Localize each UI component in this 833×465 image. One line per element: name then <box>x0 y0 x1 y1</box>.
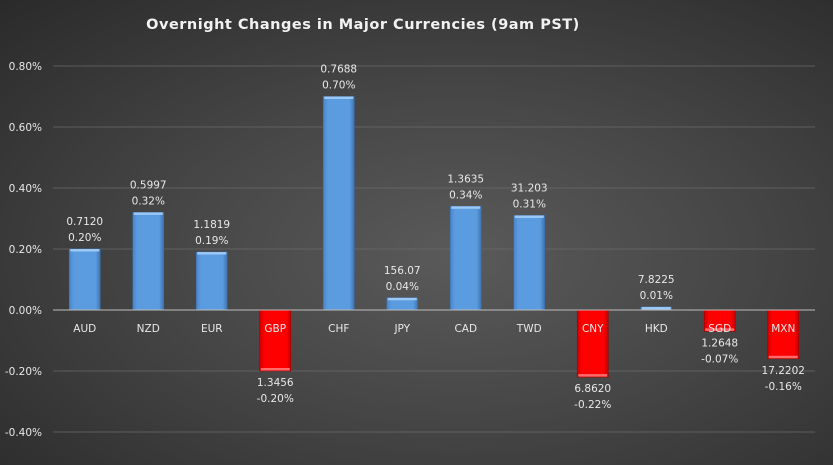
chart-title: Overnight Changes in Major Currencies (9… <box>146 17 580 33</box>
y-tick-label: 0.20% <box>9 244 42 256</box>
rate-label: 156.07 <box>384 265 421 277</box>
data-label: 0.32% <box>132 195 165 207</box>
rate-label: 1.3456 <box>257 377 294 389</box>
data-label: 0.34% <box>449 189 482 201</box>
bar-bevel <box>768 355 798 359</box>
bar-bevel <box>705 328 735 331</box>
bar-cny <box>576 309 609 378</box>
category-label: MXN <box>771 323 795 335</box>
y-tick-label: 0.00% <box>9 305 42 317</box>
category-label: CHF <box>328 323 349 335</box>
bar-cad <box>449 206 482 311</box>
rate-label: 7.8225 <box>638 274 675 286</box>
rate-label: 0.7120 <box>66 216 103 228</box>
category-label: EUR <box>201 323 223 335</box>
data-label: -0.20% <box>257 393 294 405</box>
bar-bevel <box>197 252 227 255</box>
bar-bevel <box>324 96 354 99</box>
rate-label: 1.3635 <box>447 173 484 185</box>
bar-aud <box>68 248 101 311</box>
y-tick-label: 0.60% <box>9 122 42 134</box>
data-label: 0.31% <box>513 198 546 210</box>
rate-label: 1.1819 <box>193 219 230 231</box>
data-label: 0.19% <box>195 235 228 247</box>
rate-label: 1.2648 <box>701 337 738 349</box>
y-tick-label: 0.40% <box>9 183 42 195</box>
bar-bevel <box>260 368 290 371</box>
bar-chf <box>322 96 355 311</box>
category-label: JPY <box>393 323 410 335</box>
rate-label: 31.203 <box>511 182 548 194</box>
rate-label: 17.2202 <box>762 365 805 377</box>
category-label: CAD <box>454 323 477 335</box>
bar-gbp <box>259 309 292 372</box>
bar-eur <box>195 251 228 311</box>
category-label: TWD <box>516 323 542 335</box>
category-label: GBP <box>264 323 286 335</box>
bar-twd <box>513 215 546 311</box>
data-label: 0.70% <box>322 80 355 92</box>
bar-bevel <box>133 212 163 215</box>
category-label: HKD <box>645 323 668 335</box>
category-label: SGD <box>708 323 731 335</box>
y-tick-label: 0.80% <box>9 61 42 73</box>
bar-bevel <box>70 249 100 252</box>
y-tick-label: -0.20% <box>5 366 42 378</box>
category-label: CNY <box>582 323 604 335</box>
category-label: NZD <box>137 323 160 335</box>
bar-bevel <box>514 215 544 218</box>
bar-bevel <box>641 306 671 310</box>
bar-mxn <box>767 309 800 360</box>
data-label: -0.16% <box>765 381 802 393</box>
bar-bevel <box>387 297 417 301</box>
data-label: 0.20% <box>68 232 101 244</box>
data-label: 0.04% <box>386 281 419 293</box>
data-label: -0.22% <box>574 399 611 411</box>
data-label: -0.07% <box>701 353 738 365</box>
rate-label: 6.8620 <box>574 383 611 395</box>
data-label: 0.01% <box>640 290 673 302</box>
bar-bevel <box>451 206 481 209</box>
bar-bevel <box>578 374 608 377</box>
bar-nzd <box>132 212 165 311</box>
y-tick-label: -0.40% <box>5 427 42 439</box>
rate-label: 0.7688 <box>320 64 357 76</box>
category-label: AUD <box>73 323 96 335</box>
rate-label: 0.5997 <box>130 179 167 191</box>
